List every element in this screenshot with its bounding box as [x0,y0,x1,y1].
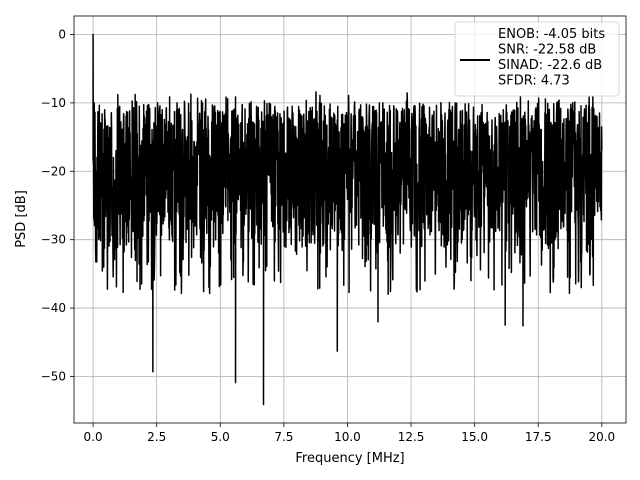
psd-line [92,33,603,406]
y-axis-label: PSD [dB] [14,190,29,248]
x-tick-label: 10.0 [334,430,361,444]
x-tick-label: 2.5 [147,430,166,444]
plot-frame [73,15,627,424]
y-tick-label: 0 [58,27,66,41]
x-tick-label: 0.0 [84,430,103,444]
y-tick-label: −50 [41,369,66,383]
x-tick-label: 5.0 [211,430,230,444]
x-tick-label: 7.5 [274,430,293,444]
y-tick-label: −30 [41,233,66,247]
legend-label: ENOB: -4.05 bits SNR: -22.58 dB SINAD: -22… [498,27,605,89]
y-tick-label: −40 [41,301,66,315]
y-tick-label: −10 [41,96,66,110]
y-axis-ticks: 0 −10 −20 −30 −40 −50 [41,27,74,383]
x-tick-label: 12.5 [398,430,425,444]
x-axis-ticks: 0.0 2.5 5.0 7.5 10.0 12.5 15.0 17.5 20.0 [84,423,615,444]
x-axis-label: Frequency [MHz] [295,451,404,466]
x-tick-label: 20.0 [588,430,615,444]
legend: ENOB: -4.05 bits SNR: -22.58 dB SINAD: -22… [454,21,620,97]
x-tick-label: 15.0 [461,430,488,444]
legend-box [454,21,620,97]
x-tick-label: 17.5 [525,430,552,444]
y-tick-label: −20 [41,164,66,178]
psd-series [92,33,603,406]
